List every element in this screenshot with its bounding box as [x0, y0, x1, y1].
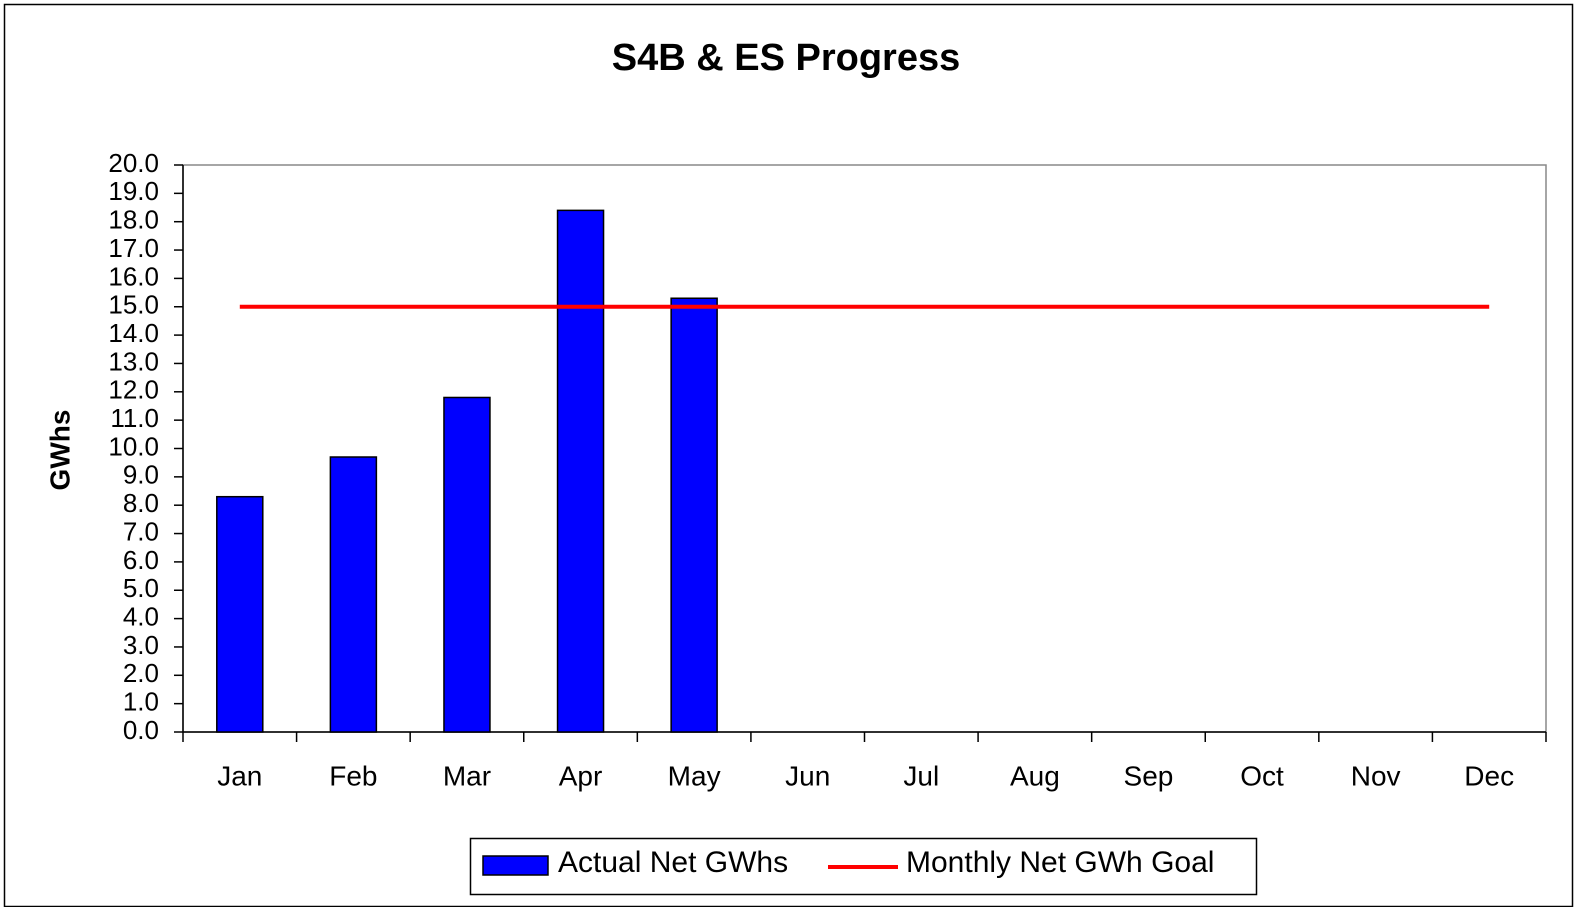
- bar: [670, 297, 718, 733]
- x-tick-label: Jun: [785, 760, 830, 791]
- chart-title: S4B & ES Progress: [612, 37, 960, 79]
- y-tick-label: 0.0: [123, 715, 159, 745]
- y-tick-label: 10.0: [108, 431, 159, 461]
- x-tick-label: Oct: [1240, 760, 1284, 791]
- y-tick-label: 18.0: [108, 205, 159, 235]
- y-tick-label: 4.0: [123, 601, 159, 631]
- x-tick-label: Jul: [903, 760, 939, 791]
- x-tick-label: Jan: [217, 760, 262, 791]
- legend-label: Monthly Net GWh Goal: [906, 846, 1214, 879]
- y-tick-label: 2.0: [123, 658, 159, 688]
- x-tick-label: Sep: [1124, 760, 1174, 791]
- y-tick-label: 19.0: [108, 176, 159, 206]
- plot-area: [182, 164, 1547, 733]
- y-axis-label: GWhs: [44, 410, 75, 491]
- y-tick-label: 14.0: [108, 318, 159, 348]
- x-tick-label: Apr: [559, 760, 603, 791]
- y-tick-label: 13.0: [108, 346, 159, 376]
- x-tick-label: Feb: [329, 760, 377, 791]
- y-tick-label: 6.0: [123, 545, 159, 575]
- y-tick-label: 3.0: [123, 630, 159, 660]
- bar: [556, 209, 605, 733]
- y-tick-label: 8.0: [123, 488, 159, 518]
- x-tick-label: Nov: [1351, 760, 1401, 791]
- legend-swatch: [482, 855, 549, 876]
- y-tick-label: 12.0: [108, 375, 159, 405]
- y-tick-label: 7.0: [123, 516, 159, 546]
- y-tick-label: 1.0: [123, 687, 159, 717]
- x-tick-label: Dec: [1464, 760, 1514, 791]
- bar: [216, 495, 264, 733]
- y-tick-label: 11.0: [110, 403, 159, 433]
- y-tick-label: 15.0: [108, 290, 159, 320]
- legend-label: Actual Net GWhs: [558, 846, 788, 879]
- y-tick-label: 9.0: [123, 460, 159, 490]
- y-tick-label: 17.0: [108, 233, 159, 263]
- bar: [329, 456, 378, 733]
- x-tick-label: Mar: [443, 760, 491, 791]
- y-tick-label: 20.0: [108, 148, 159, 178]
- y-tick-label: 5.0: [123, 573, 159, 603]
- x-tick-label: May: [668, 760, 721, 791]
- x-tick-label: Aug: [1010, 760, 1060, 791]
- bar: [443, 396, 491, 733]
- y-tick-label: 16.0: [108, 261, 159, 291]
